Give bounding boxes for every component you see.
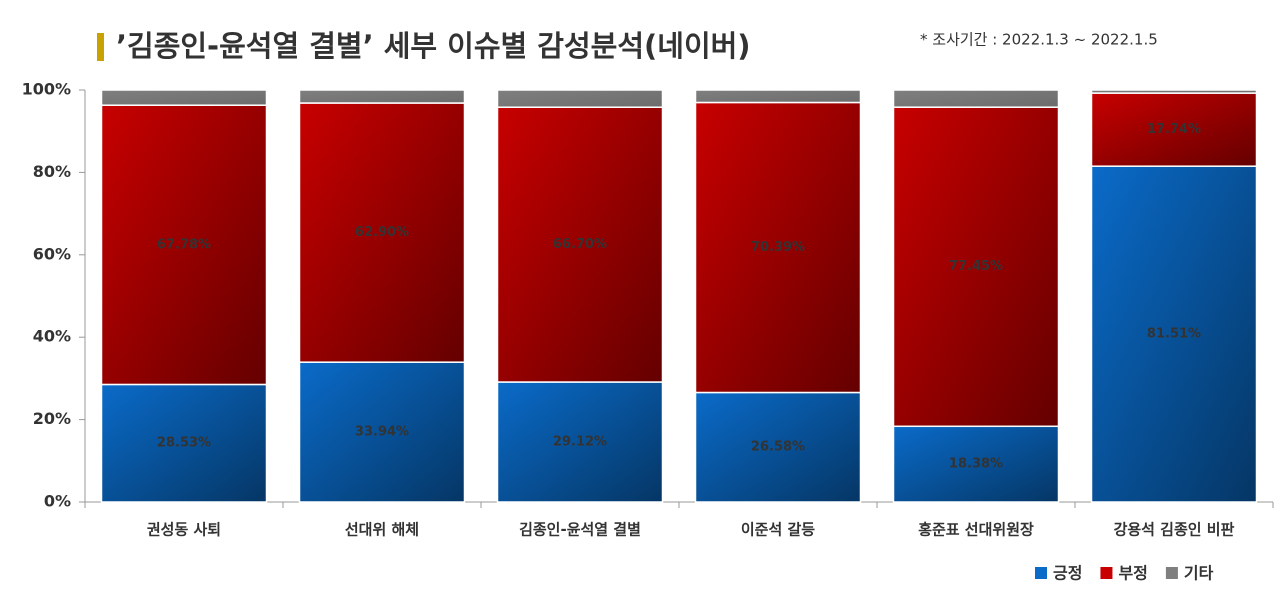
y-tick-label: 100% (22, 80, 71, 99)
bar-segment (496, 106, 664, 383)
legend-swatch (1165, 567, 1178, 579)
bar-segment (694, 101, 862, 394)
x-tick-label: 이준석 갈등 (741, 521, 815, 539)
bar-segment (694, 89, 862, 104)
data-label: 18.38% (949, 457, 1003, 472)
bar-segment (100, 383, 268, 503)
x-tick-label: 선대위 해체 (345, 521, 419, 539)
data-label: 70.39% (751, 240, 805, 255)
bar-segment (298, 102, 466, 363)
bar-segment (892, 89, 1060, 108)
data-label: 66.70% (553, 237, 607, 252)
legend-label: 기타 (1184, 564, 1214, 583)
bar-segment (1090, 165, 1258, 503)
data-label: 17.74% (1147, 122, 1201, 137)
chart-title: ’김종인-윤석열 결별’ 세부 이슈별 감성분석(네이버) (116, 29, 751, 63)
bar-segment (892, 425, 1060, 503)
legend-swatch (1035, 567, 1047, 579)
legend-swatch (1100, 567, 1113, 579)
chart-subtitle: * 조사기간 : 2022.1.3 ~ 2022.1.5 (920, 31, 1158, 49)
data-label: 29.12% (553, 435, 607, 450)
bar-segment (1090, 89, 1258, 94)
x-tick-label: 강용석 김종인 비판 (1114, 521, 1235, 539)
y-tick-label: 0% (44, 492, 71, 511)
bar-segment (100, 104, 268, 386)
data-label: 26.58% (751, 440, 805, 455)
data-label: 81.51% (1147, 327, 1201, 342)
legend-label: 부정 (1118, 564, 1147, 583)
y-tick-label: 80% (33, 162, 71, 181)
x-tick-label: 권성동 사퇴 (147, 521, 221, 539)
bar-segment (100, 89, 268, 106)
data-label: 62.90% (355, 225, 409, 240)
y-tick-label: 60% (33, 244, 71, 263)
data-label: 67.78% (157, 237, 211, 252)
y-tick-label: 40% (33, 327, 71, 346)
bar-segment (496, 381, 664, 503)
legend-label: 긍정 (1053, 564, 1082, 583)
bar-segment (1090, 92, 1258, 167)
data-label: 28.53% (157, 436, 211, 451)
data-label: 77.45% (949, 259, 1003, 274)
bar-segment (298, 89, 466, 104)
bar-segment (892, 106, 1060, 428)
x-tick-label: 홍준표 선대위원장 (918, 521, 1034, 539)
data-label: 33.94% (355, 425, 409, 440)
bar-segment (298, 361, 466, 503)
x-tick-label: 김종인-윤석열 결별 (519, 521, 641, 539)
y-tick-label: 20% (33, 409, 71, 428)
bar-segment (496, 89, 664, 108)
title-marker (97, 33, 104, 61)
